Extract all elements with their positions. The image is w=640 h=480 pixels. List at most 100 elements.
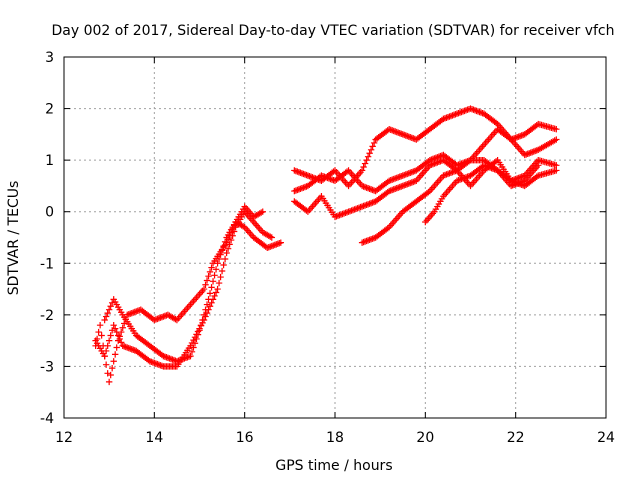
data-point [367,146,375,154]
data-point [203,301,211,308]
series-track-h [422,162,542,226]
y-tick-label: 2 [45,102,54,118]
data-point [492,119,500,127]
data-point [506,135,513,142]
data-point [221,238,229,245]
grid-layer [64,57,606,418]
data-point [366,150,373,157]
data-point [363,156,370,164]
y-tick-label: -2 [40,308,54,324]
data-point [110,321,117,329]
data-point [217,273,224,281]
data-point [361,160,369,167]
data-point [118,339,125,346]
data-point [384,225,391,232]
data-point [119,324,126,331]
chart-title: Day 002 of 2017, Sidereal Day-to-day VTE… [51,23,614,39]
data-point [267,233,274,240]
data-point [203,277,211,284]
y-tick-label: 0 [45,205,54,221]
data-point [200,285,208,293]
data-point [101,316,108,324]
data-point [193,335,200,343]
y-tick-label: -3 [40,359,54,375]
y-tick-label: -1 [40,256,54,272]
data-point [211,292,218,300]
data-point [425,189,432,196]
data-point [101,352,108,360]
data-point [226,241,233,248]
data-point [205,272,212,280]
data-point [212,289,220,296]
data-point [492,158,500,165]
y-tick-label: 1 [45,153,54,169]
data-point [217,251,224,258]
data-point [364,153,372,160]
data-point [208,284,215,291]
data-point [190,336,197,344]
axis-layer: 12 14 16 18 20 22 24 3 2 1 0 -1 -2 -3 -4 [40,50,615,446]
data-point [553,136,560,143]
series-track-d [291,105,560,190]
data-point [102,347,110,355]
data-point [110,358,117,365]
data-point [218,267,226,275]
data-point [206,290,214,297]
data-point [220,242,227,250]
y-axis-label: SDTVAR / TECUs [6,181,22,296]
x-axis-label: GPS time / hours [275,458,392,474]
data-point [215,279,223,287]
series-track-f [291,156,560,221]
data-point [227,236,235,244]
data-point [360,163,367,171]
y-tick-label: 3 [45,50,54,66]
data-point [187,352,194,360]
data-point [197,321,205,329]
data-point [113,344,120,351]
data-point [258,209,265,216]
data-point [188,348,196,356]
x-tick-label: 12 [55,430,73,446]
data-point [209,278,217,285]
x-tick-label: 20 [416,430,434,446]
data-point [223,249,230,257]
data-point [358,167,366,174]
data-point [259,208,266,215]
data-point [104,309,111,317]
data-point [208,264,215,271]
data-point [102,361,110,368]
data-point [104,342,111,349]
data-point [115,332,122,339]
x-tick-label: 18 [326,430,344,446]
plot-frame [63,56,607,419]
data-point [218,247,226,254]
data-point [202,281,209,288]
data-point [111,351,119,358]
data-point [205,296,212,303]
data-point [96,321,104,329]
data-point [215,255,223,263]
data-point [102,313,110,320]
data-point [221,255,229,263]
data-point [369,143,376,150]
data-point [214,285,221,293]
series-track-c [101,203,266,365]
data-point [105,337,113,344]
data-point [190,344,197,351]
data-point [206,268,214,276]
data-point [229,232,236,239]
data-point [191,340,199,347]
series-track-e [291,126,560,195]
data-point [196,327,203,334]
data-point [98,332,105,339]
data-point [113,328,120,336]
data-point [199,316,206,324]
data-point [111,325,119,332]
data-point [465,158,473,165]
data-point [268,234,275,241]
x-tick-label: 14 [145,430,163,446]
data-point [208,299,215,307]
data-point [224,245,232,252]
